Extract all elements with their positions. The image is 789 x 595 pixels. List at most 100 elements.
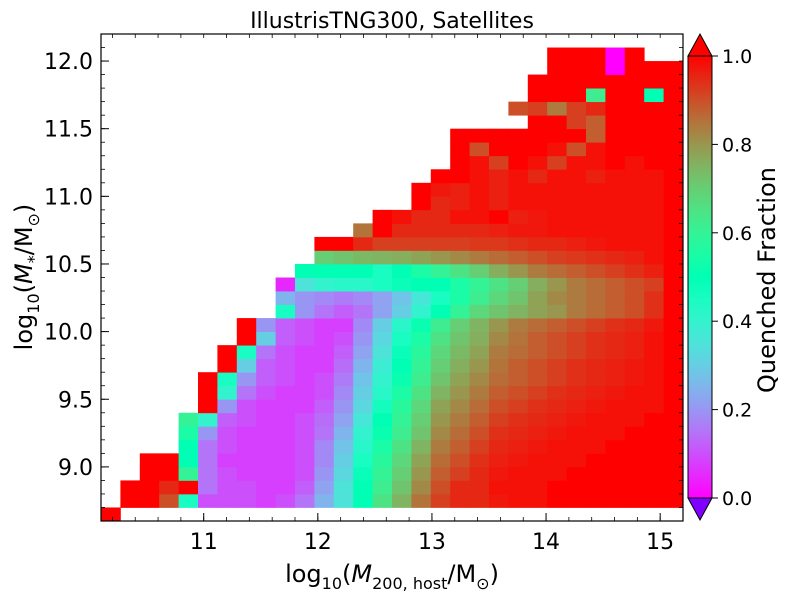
heatmap-cell — [624, 223, 645, 238]
heatmap-cell — [605, 128, 626, 143]
heatmap-cell — [489, 196, 509, 211]
heatmap-cell — [527, 385, 548, 400]
heatmap-cell — [605, 385, 626, 400]
heatmap-cell — [586, 263, 606, 278]
heatmap-cell — [469, 372, 490, 387]
heatmap-cell — [508, 453, 529, 468]
heatmap-cell — [586, 223, 606, 238]
heatmap-cell — [624, 74, 645, 89]
heatmap-cell — [217, 493, 238, 508]
heatmap-cell — [411, 182, 432, 197]
heatmap-cell — [663, 412, 684, 427]
heatmap-cell — [256, 358, 276, 373]
heatmap-cell — [663, 304, 684, 319]
heatmap-cell — [663, 169, 684, 184]
heatmap-cell — [450, 169, 470, 184]
heatmap-cell — [236, 466, 257, 481]
y-label-sub: 10 — [24, 293, 43, 313]
heatmap-cell — [469, 250, 490, 265]
heatmap-cell — [275, 439, 296, 454]
heatmap-cell — [411, 466, 432, 481]
heatmap-cell — [663, 115, 684, 130]
heatmap-cell — [527, 304, 548, 319]
heatmap-cell — [566, 61, 587, 75]
heatmap-cell — [566, 372, 587, 387]
heatmap-cell — [663, 385, 684, 400]
heatmap-cell — [644, 345, 664, 360]
heatmap-cell — [489, 155, 509, 170]
heatmap-cell — [217, 480, 238, 495]
heatmap-cell — [508, 304, 529, 319]
heatmap-cell — [411, 345, 432, 360]
heatmap-cell — [586, 47, 606, 62]
heatmap-cell — [450, 439, 470, 454]
heatmap-cell — [508, 196, 529, 211]
heatmap-cell — [314, 263, 335, 278]
y-tick-label: 11.5 — [44, 118, 93, 143]
heatmap-cell — [275, 480, 296, 495]
heatmap-cell — [508, 236, 529, 251]
heatmap-cell — [527, 155, 548, 170]
heatmap-cell — [566, 236, 587, 251]
heatmap-cell — [586, 88, 606, 103]
heatmap-cell — [547, 277, 567, 292]
heatmap-cell — [624, 439, 645, 454]
heatmap-cell — [295, 385, 315, 400]
heatmap-cell — [430, 358, 451, 373]
heatmap-cell — [178, 439, 199, 454]
heatmap-cell — [333, 263, 354, 278]
heatmap-cell — [217, 453, 238, 468]
heatmap-cell — [430, 426, 451, 441]
heatmap-cell — [139, 466, 160, 481]
heatmap-cell — [178, 426, 199, 441]
heatmap-cell — [139, 480, 160, 495]
heatmap-cell — [411, 412, 432, 427]
heatmap-cell — [411, 372, 432, 387]
heatmap-cell — [586, 236, 606, 251]
heatmap-cell — [217, 439, 238, 454]
heatmap-cell — [508, 142, 529, 157]
heatmap-cell — [450, 304, 470, 319]
heatmap-cell — [566, 88, 587, 103]
heatmap-cell — [333, 439, 354, 454]
heatmap-cell — [586, 331, 606, 346]
x-tick-label: 13 — [418, 530, 446, 555]
heatmap-cell — [547, 291, 567, 305]
heatmap-cell — [566, 196, 587, 211]
heatmap-cell — [586, 399, 606, 414]
heatmap-cell — [469, 196, 490, 211]
heatmap-cell — [527, 250, 548, 265]
heatmap-cell — [586, 493, 606, 508]
heatmap-cell — [489, 304, 509, 319]
heatmap-cell — [624, 345, 645, 360]
heatmap-cell — [372, 372, 393, 387]
heatmap-cell — [586, 412, 606, 427]
heatmap-cell — [489, 277, 509, 292]
heatmap-cell — [314, 345, 335, 360]
heatmap-cell — [644, 196, 664, 211]
heatmap-cell — [469, 236, 490, 251]
heatmap-cell — [489, 169, 509, 184]
heatmap-cell — [236, 480, 257, 495]
heatmap-cell — [566, 74, 587, 89]
heatmap-cell — [430, 385, 451, 400]
heatmap-cell — [217, 426, 238, 441]
y-label-body-sub: * — [24, 255, 43, 263]
heatmap-cell — [256, 318, 276, 333]
heatmap-cell — [527, 345, 548, 360]
heatmap-cell — [353, 466, 373, 481]
heatmap-cell — [469, 453, 490, 468]
heatmap-cell — [430, 277, 451, 292]
heatmap-cell — [547, 399, 567, 414]
heatmap-cell — [605, 47, 626, 62]
heatmap-cell — [295, 318, 315, 333]
heatmap-cell — [217, 372, 238, 387]
heatmap-cell — [547, 88, 567, 103]
heatmap-cell — [178, 412, 199, 427]
heatmap-cell — [469, 358, 490, 373]
heatmap-cell — [527, 236, 548, 251]
heatmap-cell — [353, 304, 373, 319]
heatmap-cells — [101, 47, 684, 522]
heatmap-cell — [178, 466, 199, 481]
heatmap-cell — [527, 88, 548, 103]
